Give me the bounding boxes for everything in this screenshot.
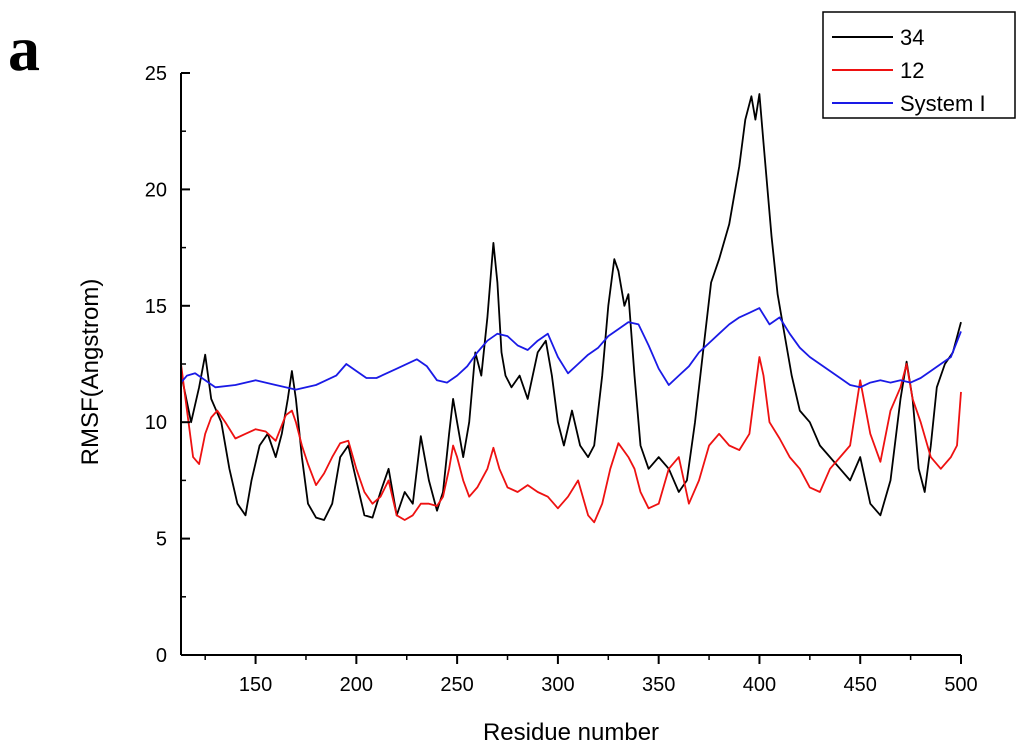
y-tick-label: 5 (156, 529, 167, 551)
y-tick-label: 25 (145, 63, 167, 85)
y-tick-label: 0 (156, 645, 167, 667)
x-tick-label: 350 (642, 674, 675, 696)
plot-area: 0 5 10 15 20 25 150 200 250 300 350 400 450 500 (145, 63, 978, 696)
series-line-system-i (180, 307, 962, 391)
y-tick-label: 20 (145, 179, 167, 201)
x-tick-label: 500 (944, 674, 977, 696)
series-line-34 (180, 93, 962, 521)
legend-items: 34 12 System I (832, 25, 986, 116)
x-tick-label: 250 (440, 674, 473, 696)
series-line-12 (180, 356, 962, 524)
panel-label: a (8, 13, 40, 84)
x-tick-label: 150 (239, 674, 272, 696)
y-axis-ticks: 0 5 10 15 20 25 (145, 63, 190, 667)
legend: 34 12 System I (822, 11, 1016, 119)
x-axis-ticks: 150 200 250 300 350 400 450 500 (204, 655, 978, 696)
legend-label-system-i: System I (900, 91, 986, 116)
x-tick-label: 200 (340, 674, 373, 696)
legend-label-34: 34 (900, 25, 924, 50)
legend-label-12: 12 (900, 58, 924, 83)
x-axis-title: Residue number (483, 719, 659, 746)
y-tick-label: 10 (145, 412, 167, 434)
x-tick-label: 300 (541, 674, 574, 696)
y-axis-title: RMSF(Angstrom) (77, 279, 104, 466)
x-tick-label: 400 (743, 674, 776, 696)
legend-box (822, 11, 1016, 119)
y-tick-label: 15 (145, 296, 167, 318)
x-tick-label: 450 (844, 674, 877, 696)
series-layer (180, 93, 962, 524)
